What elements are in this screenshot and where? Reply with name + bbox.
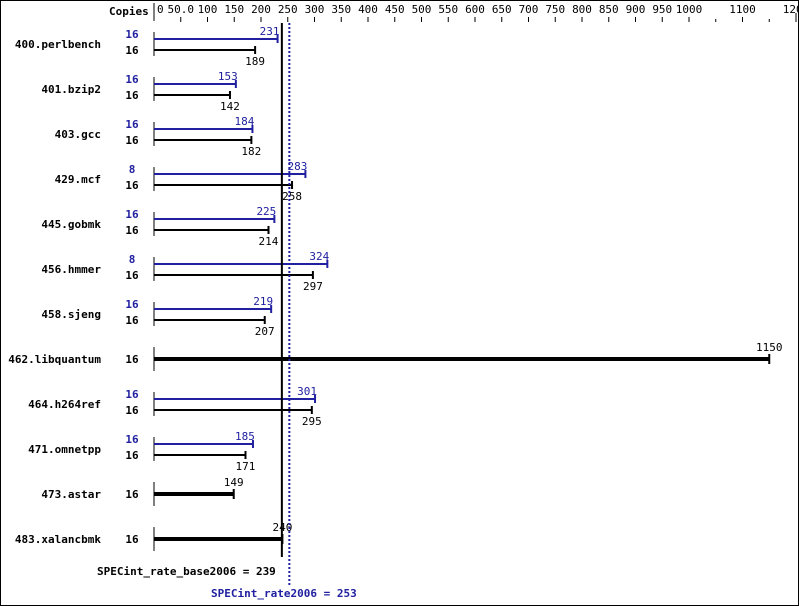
peak-copies: 16 [125,433,139,446]
benchmark-name: 403.gcc [55,128,101,141]
base-value: 171 [236,460,256,473]
benchmark-name: 464.h264ref [28,398,101,411]
tick-label: 400 [358,3,378,16]
peak-copies: 16 [125,28,139,41]
peak-copies: 16 [125,388,139,401]
peak-value: 283 [287,160,307,173]
tick-label: 150 [224,3,244,16]
tick-label: 200 [251,3,271,16]
base-value: 142 [220,100,240,113]
benchmark-name: 471.omnetpp [28,443,101,456]
base-copies: 16 [125,89,139,102]
benchmark-name: 401.bzip2 [41,83,101,96]
tick-label: 600 [465,3,485,16]
base-value: 189 [245,55,265,68]
tick-label: 750 [545,3,565,16]
base-copies: 16 [125,224,139,237]
benchmark-name: 445.gobmk [41,218,101,231]
peak-value: 231 [260,25,280,38]
benchmark-name: 400.perlbench [15,38,101,51]
peak-value: 153 [218,70,238,83]
peak-copies: 8 [129,163,136,176]
base-value: 207 [255,325,275,338]
base-value: 295 [302,415,322,428]
base-value: 182 [241,145,261,158]
base-value: 1150 [756,341,783,354]
benchmark-name: 456.hmmer [41,263,101,276]
tick-label: 800 [572,3,592,16]
base-copies: 16 [125,404,139,417]
peak-copies: 16 [125,118,139,131]
base-copies: 16 [125,269,139,282]
base-value: 297 [303,280,323,293]
peak-value: 185 [235,430,255,443]
tick-label: 1200 [783,3,798,16]
peak-copies: 16 [125,298,139,311]
peak-value: 225 [256,205,276,218]
tick-label: 650 [492,3,512,16]
peak-mean-label: SPECint_rate2006 = 253 [211,587,357,600]
base-value: 214 [259,235,279,248]
peak-value: 184 [235,115,255,128]
tick-label: 900 [626,3,646,16]
tick-label: 0 [157,3,164,16]
tick-label: 500 [412,3,432,16]
base-copies: 16 [125,44,139,57]
benchmark-name: 462.libquantum [8,353,101,366]
base-value: 149 [224,476,244,489]
base-copies: 16 [125,179,139,192]
benchmark-name: 483.xalancbmk [15,533,101,546]
peak-copies: 16 [125,73,139,86]
axis-label: Copies [109,5,149,18]
tick-label: 700 [519,3,539,16]
tick-label: 950 [652,3,672,16]
base-value: 258 [282,190,302,203]
tick-label: 1100 [729,3,756,16]
tick-label: 100 [198,3,218,16]
tick-label: 50.0 [168,3,195,16]
peak-value: 301 [297,385,317,398]
benchmark-name: 473.astar [41,488,101,501]
tick-label: 1000 [676,3,703,16]
base-copies: 16 [125,134,139,147]
tick-label: 350 [331,3,351,16]
tick-label: 850 [599,3,619,16]
peak-value: 219 [253,295,273,308]
base-copies: 16 [125,314,139,327]
tick-label: 550 [438,3,458,16]
tick-label: 300 [305,3,325,16]
peak-copies: 8 [129,253,136,266]
tick-label: 250 [278,3,298,16]
tick-label: 450 [385,3,405,16]
base-copies: 16 [125,353,139,366]
peak-value: 324 [309,250,329,263]
base-copies: 16 [125,449,139,462]
peak-copies: 16 [125,208,139,221]
base-mean-label: SPECint_rate_base2006 = 239 [97,565,276,578]
benchmark-name: 429.mcf [55,173,101,186]
base-copies: 16 [125,488,139,501]
benchmark-name: 458.sjeng [41,308,101,321]
base-copies: 16 [125,533,139,546]
